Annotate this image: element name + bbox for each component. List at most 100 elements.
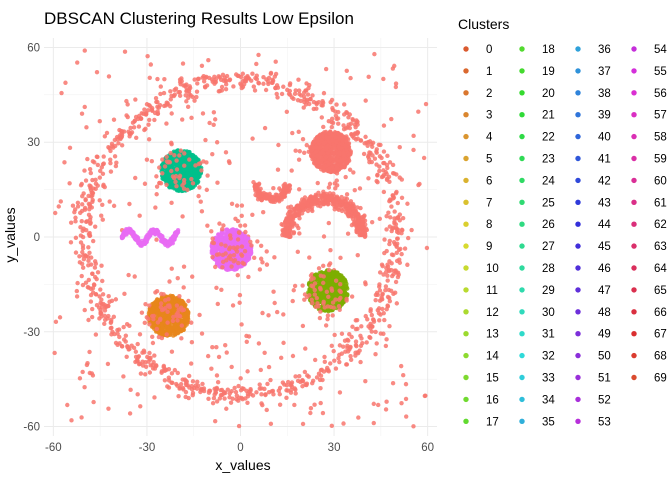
data-point	[236, 423, 242, 429]
data-point	[284, 388, 289, 393]
data-point	[185, 104, 191, 110]
data-point	[322, 305, 327, 310]
data-point	[384, 177, 390, 183]
data-point	[322, 359, 328, 365]
data-point	[86, 231, 92, 237]
data-point	[206, 396, 211, 401]
data-point	[222, 396, 227, 401]
data-point	[177, 153, 182, 158]
data-point	[390, 381, 396, 386]
data-point	[223, 343, 228, 348]
data-point	[167, 103, 173, 109]
data-point	[175, 370, 180, 376]
data-point	[92, 265, 98, 270]
data-point	[384, 213, 389, 219]
data-point	[345, 125, 350, 130]
data-point	[143, 126, 148, 132]
data-point	[147, 303, 152, 308]
data-point	[358, 343, 364, 348]
data-point	[378, 331, 383, 336]
data-point	[136, 361, 142, 367]
data-point	[126, 272, 131, 278]
data-point	[281, 312, 286, 317]
data-point	[365, 143, 370, 148]
data-point	[99, 213, 104, 218]
data-point	[195, 81, 200, 86]
data-point	[199, 209, 205, 214]
data-point	[206, 57, 211, 63]
data-point	[276, 142, 281, 148]
data-point	[78, 210, 83, 216]
data-point	[275, 167, 281, 172]
data-point	[390, 162, 396, 168]
data-point	[172, 153, 177, 158]
data-point	[384, 227, 389, 232]
data-point	[243, 396, 248, 401]
data-point	[302, 297, 307, 302]
data-point	[313, 149, 319, 155]
data-point	[315, 153, 320, 159]
data-point	[184, 322, 189, 327]
data-point	[315, 301, 320, 306]
data-point	[370, 324, 375, 329]
data-point	[93, 261, 98, 266]
data-point	[97, 316, 102, 321]
data-point	[377, 168, 382, 174]
data-point	[75, 204, 81, 209]
data-point	[351, 170, 356, 175]
data-point	[86, 212, 92, 218]
data-point	[87, 349, 92, 355]
data-point	[257, 267, 263, 272]
data-point	[206, 390, 212, 395]
data-point	[105, 316, 110, 321]
data-point	[243, 229, 248, 235]
data-point	[421, 155, 427, 161]
data-point	[90, 238, 96, 244]
data-point	[230, 396, 235, 401]
data-point	[366, 176, 371, 181]
data-point	[423, 393, 428, 398]
data-point	[271, 289, 276, 294]
data-point	[238, 223, 243, 228]
data-point	[341, 151, 346, 156]
data-point	[151, 359, 156, 365]
data-point	[277, 402, 283, 407]
data-point	[210, 236, 215, 241]
data-point	[127, 323, 132, 329]
data-point	[157, 165, 162, 170]
data-point	[339, 331, 345, 336]
data-point	[395, 236, 400, 241]
data-point	[297, 231, 302, 236]
data-point	[80, 282, 86, 288]
data-point	[370, 144, 375, 149]
data-point	[164, 182, 169, 188]
data-point	[341, 123, 346, 128]
data-point	[264, 249, 269, 254]
data-point	[194, 156, 199, 162]
data-point	[163, 298, 168, 303]
data-point	[383, 343, 389, 349]
data-point	[308, 277, 314, 282]
data-point	[397, 257, 402, 262]
data-point	[337, 352, 342, 358]
data-point	[347, 152, 352, 157]
data-point	[385, 278, 390, 283]
data-point	[345, 231, 351, 236]
data-point	[313, 304, 319, 309]
data-point	[346, 338, 351, 343]
data-point	[382, 317, 387, 323]
data-point	[162, 76, 167, 82]
data-point	[321, 263, 326, 268]
data-point	[75, 280, 80, 286]
data-point	[81, 256, 87, 262]
data-point	[288, 390, 294, 395]
data-point	[352, 187, 357, 193]
data-point	[355, 252, 360, 258]
data-point	[387, 241, 392, 247]
data-point	[297, 216, 302, 221]
data-point	[223, 86, 229, 92]
data-point	[113, 163, 119, 169]
data-point	[381, 272, 386, 277]
data-point	[169, 168, 174, 174]
data-point	[219, 242, 224, 247]
